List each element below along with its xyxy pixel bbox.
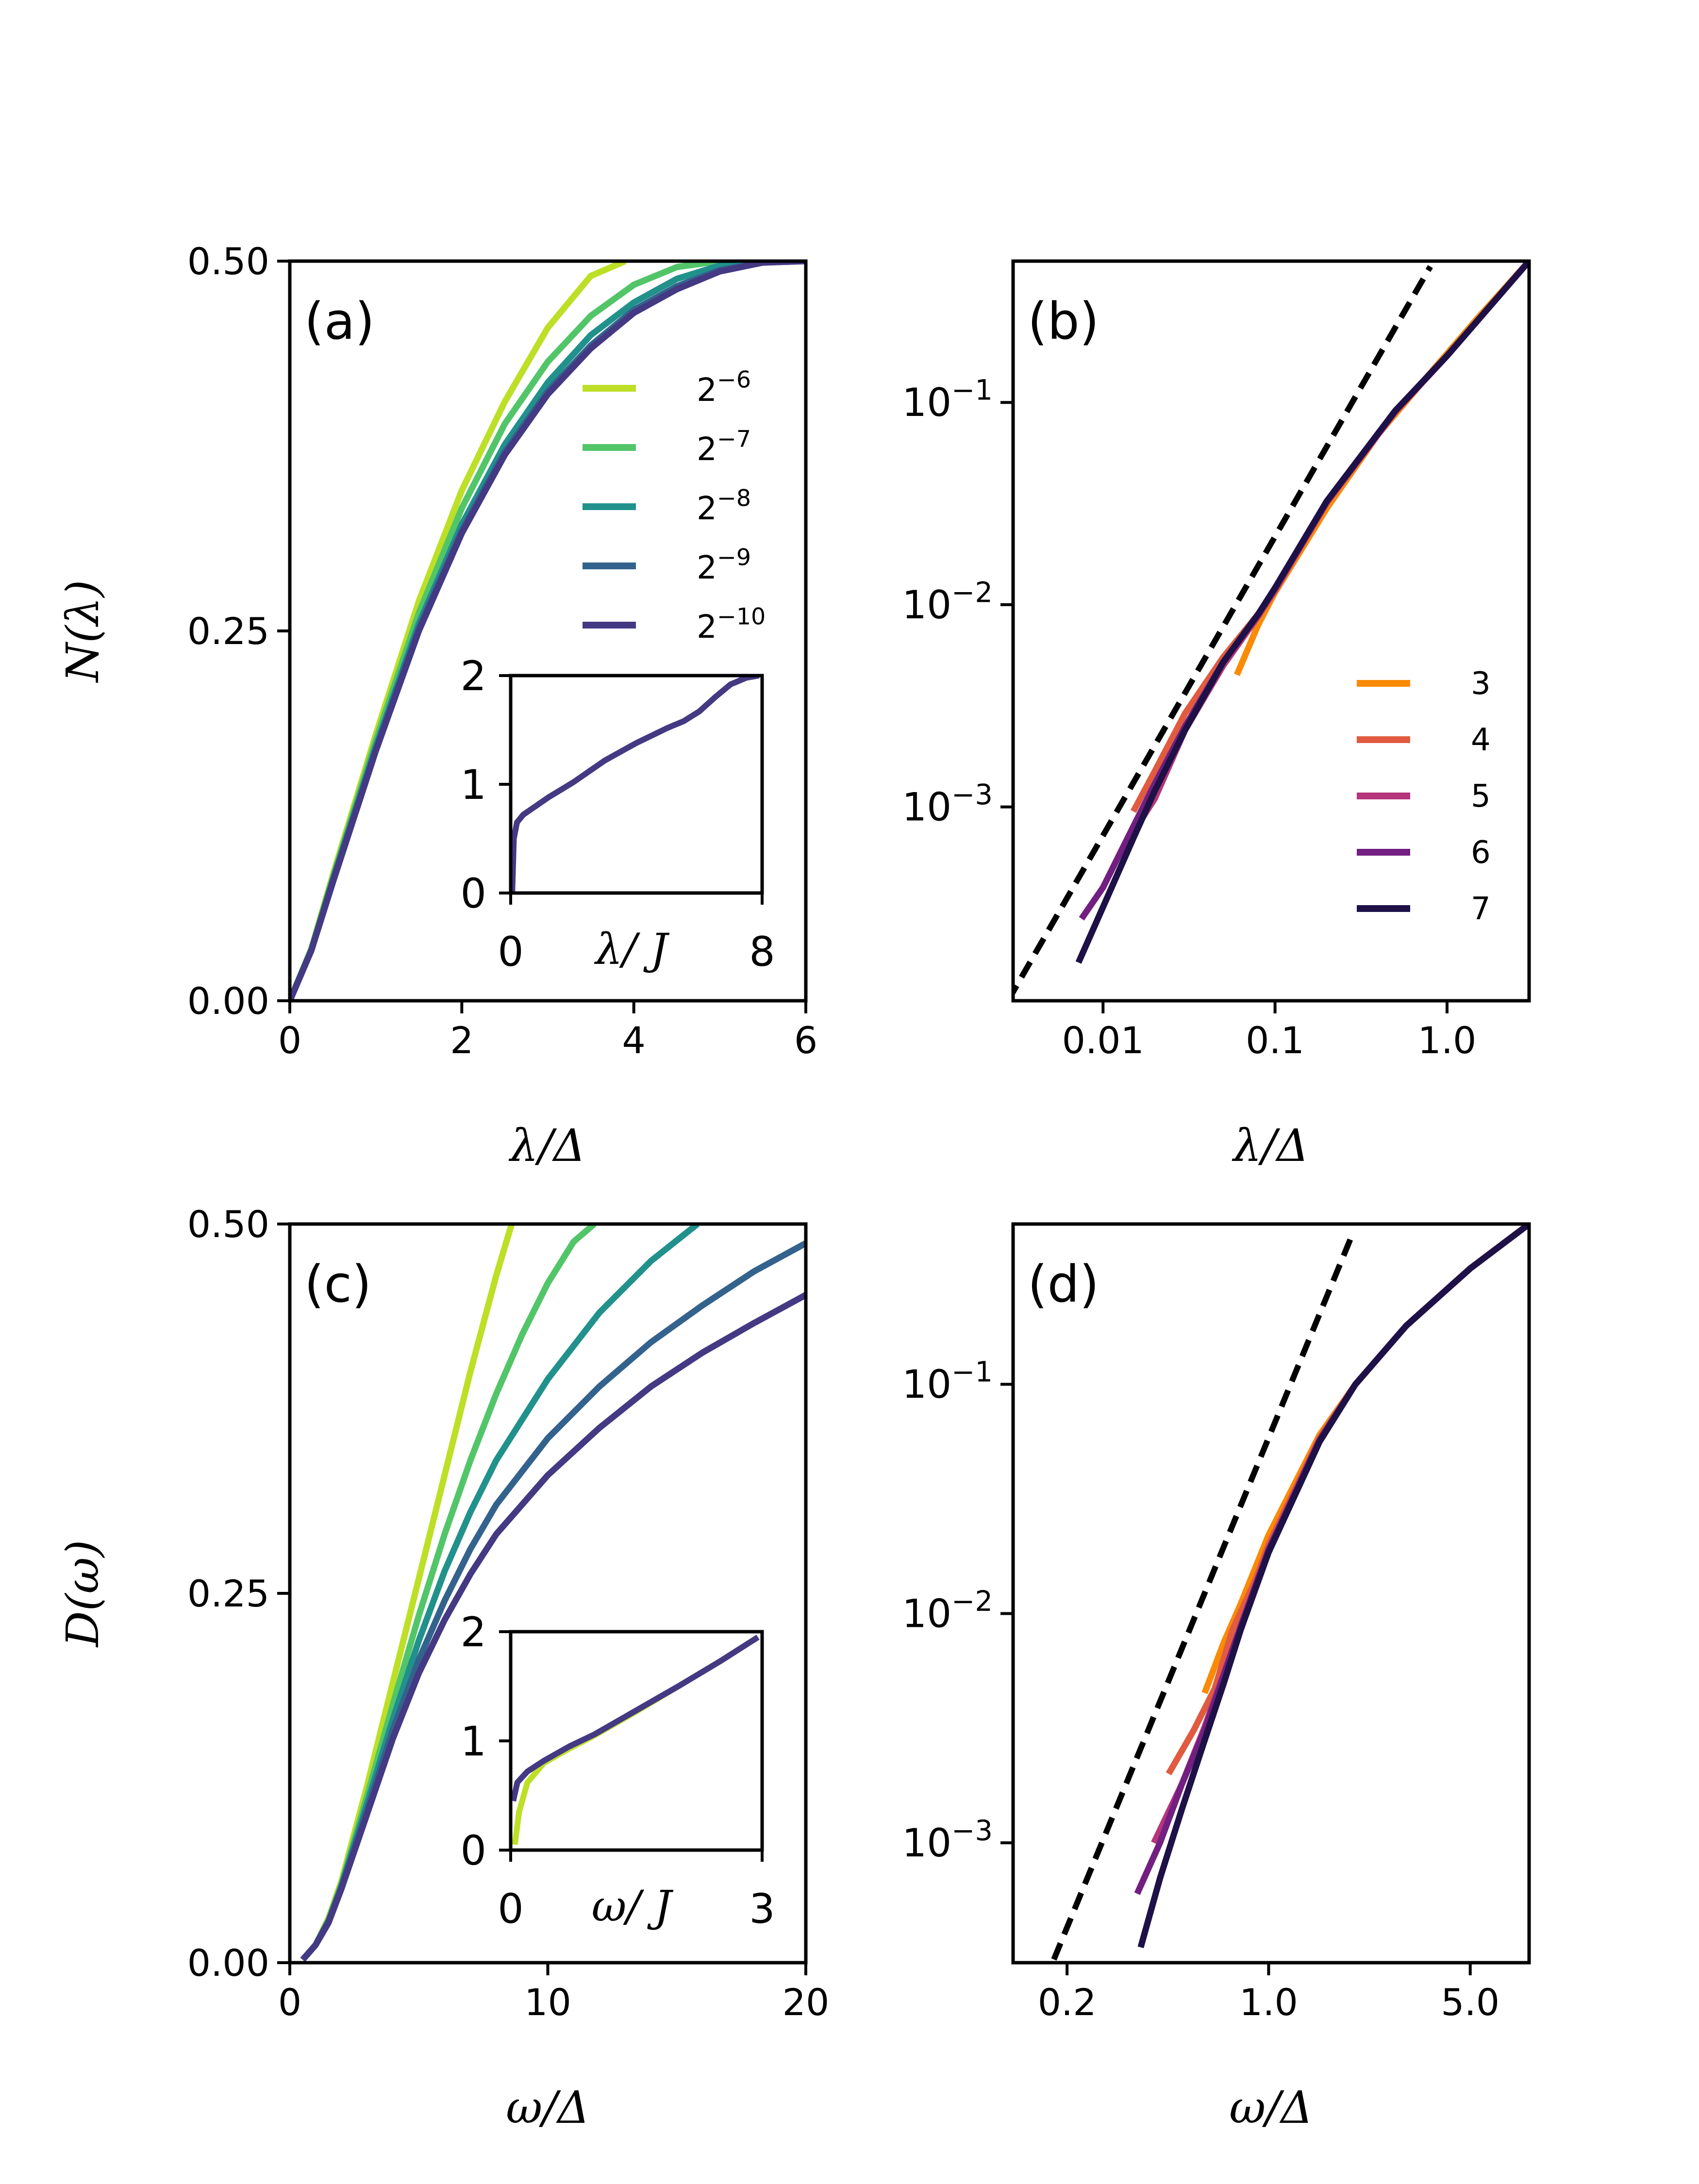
- panel-b: 0.01 0.1 1.0 10−3 10−2 10−1 (b) λ/Δ 3 4 5 6 7: [902, 259, 1531, 1172]
- x-tick-label: 5.0: [1441, 1981, 1499, 2024]
- reference-line: [1051, 1233, 1355, 1961]
- series-line-d-1: [1201, 1224, 1529, 1694]
- legend-label: 2−6: [697, 366, 751, 409]
- y-tick-label: 0.50: [187, 240, 269, 283]
- y-tick-label: 10−3: [902, 1814, 993, 1866]
- x-tick-label: 0.01: [1062, 1019, 1144, 1062]
- axes-frame: [1011, 1222, 1531, 1965]
- series-line-d-5: [1137, 1224, 1529, 1949]
- y-tick-label: 0.50: [187, 1203, 269, 1246]
- inset-x-tick-label: 8: [749, 928, 775, 976]
- x-axis-label: ω/Δ: [1229, 2082, 1313, 2134]
- y-axis-label: N(λ): [57, 580, 109, 683]
- legend-label: 6: [1471, 835, 1491, 871]
- x-tick-label: 0: [278, 1981, 301, 2024]
- series-line-b-3: [1131, 261, 1529, 834]
- x-tick-label: 10: [524, 1981, 571, 2024]
- legend-a: 2−6 2−7 2−8 2−9 2−10: [583, 366, 766, 645]
- legend-b: 3 4 5 6 7: [1357, 666, 1491, 927]
- inset-y-tick-label: 2: [461, 1608, 486, 1656]
- legend-label: 2−8: [697, 485, 751, 527]
- x-tick-label: 4: [622, 1019, 645, 1062]
- series-line-a-5: [290, 261, 806, 1001]
- panel-label: (d): [1028, 1255, 1099, 1314]
- x-axis-label: ω/Δ: [506, 2082, 589, 2134]
- panel-label: (a): [304, 292, 375, 351]
- series-line-c-4: [300, 1240, 806, 1962]
- inset-series-line-1: [511, 676, 760, 893]
- inset-background: [511, 676, 762, 893]
- legend-label: 5: [1471, 778, 1491, 814]
- panel-label: (b): [1028, 292, 1099, 351]
- x-tick-label: 1.0: [1418, 1019, 1477, 1062]
- panel-label: (c): [304, 1255, 371, 1314]
- y-tick-label: 0.25: [187, 610, 269, 653]
- inset-x-axis-label: ω/ J: [592, 1881, 674, 1931]
- x-tick-label: 6: [794, 1019, 817, 1062]
- inset-x-tick-label: 0: [498, 1885, 523, 1933]
- panel-c: 0 10 20 0.00 0.25 0.50 (c) ω/Δ D(ω) 0 3 0 1 2 ω/ J: [57, 1203, 829, 2134]
- y-tick-label: 10−2: [902, 576, 993, 628]
- inset-x-tick-label: 0: [498, 928, 523, 976]
- panel-d: 0.2 1.0 5.0 10−3 10−2 10−1 (d) ω/Δ: [902, 1222, 1531, 2134]
- legend-label: 4: [1471, 722, 1491, 758]
- panel-a: 0 2 4 60.000.250.50(a)λ/ΔN(λ)2−62−72−82−92−…: [57, 240, 817, 1172]
- series-line-b-5: [1075, 261, 1529, 964]
- inset-background: [511, 1632, 762, 1850]
- x-tick-label: 0: [278, 1019, 301, 1062]
- axes-frame: [1011, 259, 1531, 1003]
- legend-label: 7: [1471, 891, 1491, 927]
- y-tick-label: 10−3: [902, 778, 993, 830]
- y-tick-label: 10−1: [902, 1356, 993, 1407]
- x-tick-label: 20: [783, 1981, 830, 2024]
- inset-series-line-2: [511, 1635, 760, 1802]
- series-line-b-1: [1234, 261, 1529, 676]
- inset-c: 0 3 0 1 2 ω/ J: [461, 1608, 775, 1933]
- inset-a: 0 8 0 1 2 λ/ J: [461, 652, 775, 976]
- y-tick-label: 0.25: [187, 1572, 269, 1615]
- series-line-d-3: [1151, 1224, 1529, 1844]
- inset-y-tick-label: 2: [461, 652, 486, 700]
- y-axis-label: D(ω): [57, 1540, 109, 1648]
- series-line-c-5: [300, 1292, 806, 1962]
- y-tick-label: 0.00: [187, 979, 269, 1023]
- inset-y-tick-label: 0: [461, 870, 486, 917]
- y-tick-label: 0.00: [187, 1941, 269, 1985]
- legend-label: 2−9: [697, 544, 751, 586]
- x-tick-label: 0.1: [1246, 1019, 1304, 1062]
- inset-x-tick-label: 3: [749, 1885, 775, 1933]
- y-tick-label: 10−1: [902, 374, 993, 426]
- x-axis-label: λ/Δ: [1232, 1120, 1309, 1172]
- reference-line: [1013, 265, 1433, 998]
- inset-y-tick-label: 1: [461, 761, 486, 809]
- inset-x-axis-label: λ/ J: [594, 924, 670, 974]
- legend-label: 3: [1471, 666, 1491, 702]
- legend-label: 2−10: [697, 603, 766, 645]
- series-line-b-2: [1130, 261, 1529, 813]
- legend-label: 2−7: [697, 426, 751, 468]
- x-tick-label: 1.0: [1239, 1981, 1298, 2024]
- series-line-d-4: [1134, 1224, 1529, 1895]
- inset-y-tick-label: 1: [461, 1718, 486, 1765]
- series-line-b-4: [1079, 261, 1529, 921]
- x-axis-label: λ/Δ: [508, 1120, 586, 1172]
- inset-y-tick-label: 0: [461, 1827, 486, 1874]
- y-tick-label: 10−2: [902, 1585, 993, 1637]
- x-tick-label: 0.2: [1038, 1981, 1097, 2024]
- x-tick-label: 2: [450, 1019, 473, 1062]
